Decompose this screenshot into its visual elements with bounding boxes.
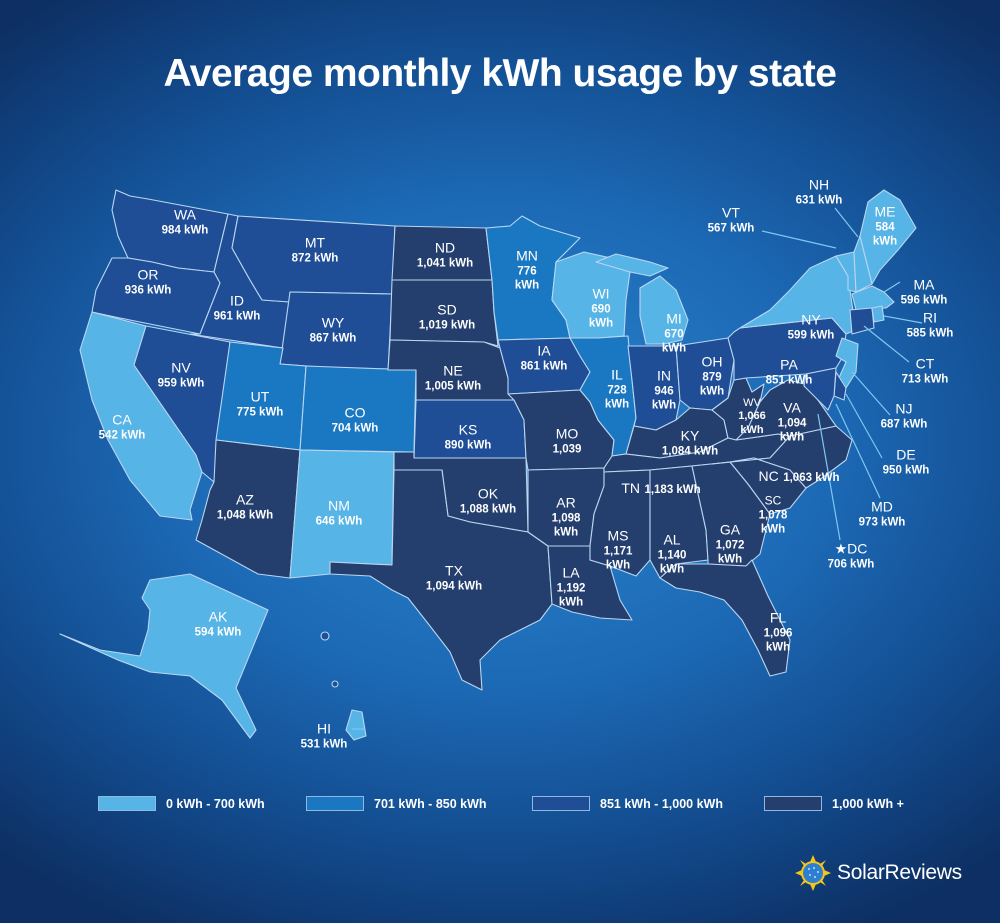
state-MI-up (595, 253, 669, 277)
state-MD (803, 367, 837, 411)
state-HI (345, 709, 367, 741)
state-HI-isle (331, 680, 339, 688)
state-FL (659, 559, 791, 677)
label-WI: WI 690 kWh (588, 285, 614, 330)
label-FL: FL 1,096 kWh (763, 609, 793, 654)
legend-swatch (532, 796, 590, 811)
label-NE: NE 1,005 kWh (424, 362, 482, 393)
label-AL: AL 1,140 kWh (657, 531, 687, 576)
label-SC: SC 1,078 kWh (758, 493, 788, 536)
label-HI: HI 531 kWh (300, 720, 348, 751)
leader-lines (352, 207, 923, 730)
label-OH: OH 879 kWh (699, 353, 725, 398)
state-VT (835, 251, 857, 293)
legend-swatch (98, 796, 156, 811)
label-WV: WV 1,066 kWh (738, 396, 766, 436)
legend-item: 0 kWh - 700 kWh (98, 796, 265, 811)
label-SD: SD 1,019 kWh (418, 301, 476, 332)
legend: 0 kWh - 700 kWh 701 kWh - 850 kWh 851 kW… (98, 796, 918, 816)
label-WA: WA 984 kWh (161, 206, 209, 237)
state-AK (59, 573, 269, 739)
legend-swatch (764, 796, 822, 811)
state-HI-isle (320, 631, 330, 641)
label-PA: PA 851 kWh (765, 356, 813, 387)
label-TN: TN 1,183 kWh (621, 480, 701, 497)
label-IL: IL 728 kWh (604, 366, 630, 411)
label-DE: DE 950 kWh (882, 446, 930, 477)
label-AR: AR 1,098 kWh (551, 494, 581, 539)
label-VA: VA 1,094 kWh (777, 399, 807, 444)
solarreviews-logo: SolarReviews (795, 855, 962, 891)
label-MS: MS 1,171 kWh (603, 527, 633, 572)
label-CA: CA 542 kWh (98, 411, 146, 442)
sun-globe-icon (795, 855, 831, 891)
label-KS: KS 890 kWh (444, 421, 492, 452)
legend-item: 851 kWh - 1,000 kWh (532, 796, 723, 811)
state-PA (727, 317, 847, 381)
label-MN: MN 776 kWh (514, 247, 540, 292)
label-AK: AK 594 kWh (194, 608, 242, 639)
label-UT: UT 775 kWh (236, 388, 284, 419)
label-LA: LA 1,192 kWh (556, 564, 586, 609)
label-OR: OR 936 kWh (124, 266, 172, 297)
label-ID: ID 961 kWh (213, 292, 261, 323)
legend-item: 1,000 kWh + (764, 796, 904, 811)
label-WY: WY 867 kWh (309, 314, 357, 345)
legend-swatch (306, 796, 364, 811)
label-ME: ME 584 kWh (872, 203, 898, 248)
label-MO: MO 1,039 (552, 425, 582, 456)
label-KY: KY 1,084 kWh (661, 427, 719, 458)
label-ND: ND 1,041 kWh (416, 239, 474, 270)
legend-item: 701 kWh - 850 kWh (306, 796, 487, 811)
state-CT (849, 307, 875, 335)
label-TX: TX 1,094 kWh (425, 562, 483, 593)
label-NV: NV 959 kWh (157, 359, 205, 390)
label-NJ: NJ 687 kWh (880, 400, 928, 431)
state-MI (639, 275, 689, 345)
label-OK: OK 1,088 kWh (459, 485, 517, 516)
star-icon: ★ (834, 540, 848, 557)
page-title: Average monthly kWh usage by state (163, 52, 837, 95)
label-CT: CT 713 kWh (901, 355, 949, 386)
label-MA: MA 596 kWh (900, 276, 948, 307)
label-NC: NC 1,063 kWh (758, 468, 840, 485)
label-NY: NY 599 kWh (787, 311, 835, 342)
state-TX (329, 469, 553, 691)
label-MI: MI 670 kWh (661, 310, 687, 355)
label-MT: MT 872 kWh (291, 234, 339, 265)
label-DC: ★DC 706 kWh (827, 540, 875, 571)
label-CO: CO 704 kWh (331, 404, 379, 435)
label-IN: IN 946 kWh (651, 367, 677, 412)
state-RI (871, 305, 885, 323)
label-NH: NH 631 kWh (795, 176, 843, 207)
label-MD: MD 973 kWh (858, 498, 906, 529)
label-VT: VT 567 kWh (707, 204, 755, 235)
label-RI: RI 585 kWh (906, 309, 954, 340)
label-IA: IA 861 kWh (520, 342, 568, 373)
state-ME (859, 189, 917, 285)
label-GA: GA 1,072 kWh (715, 521, 745, 566)
label-NM: NM 646 kWh (315, 497, 363, 528)
label-AZ: AZ 1,048 kWh (216, 491, 274, 522)
